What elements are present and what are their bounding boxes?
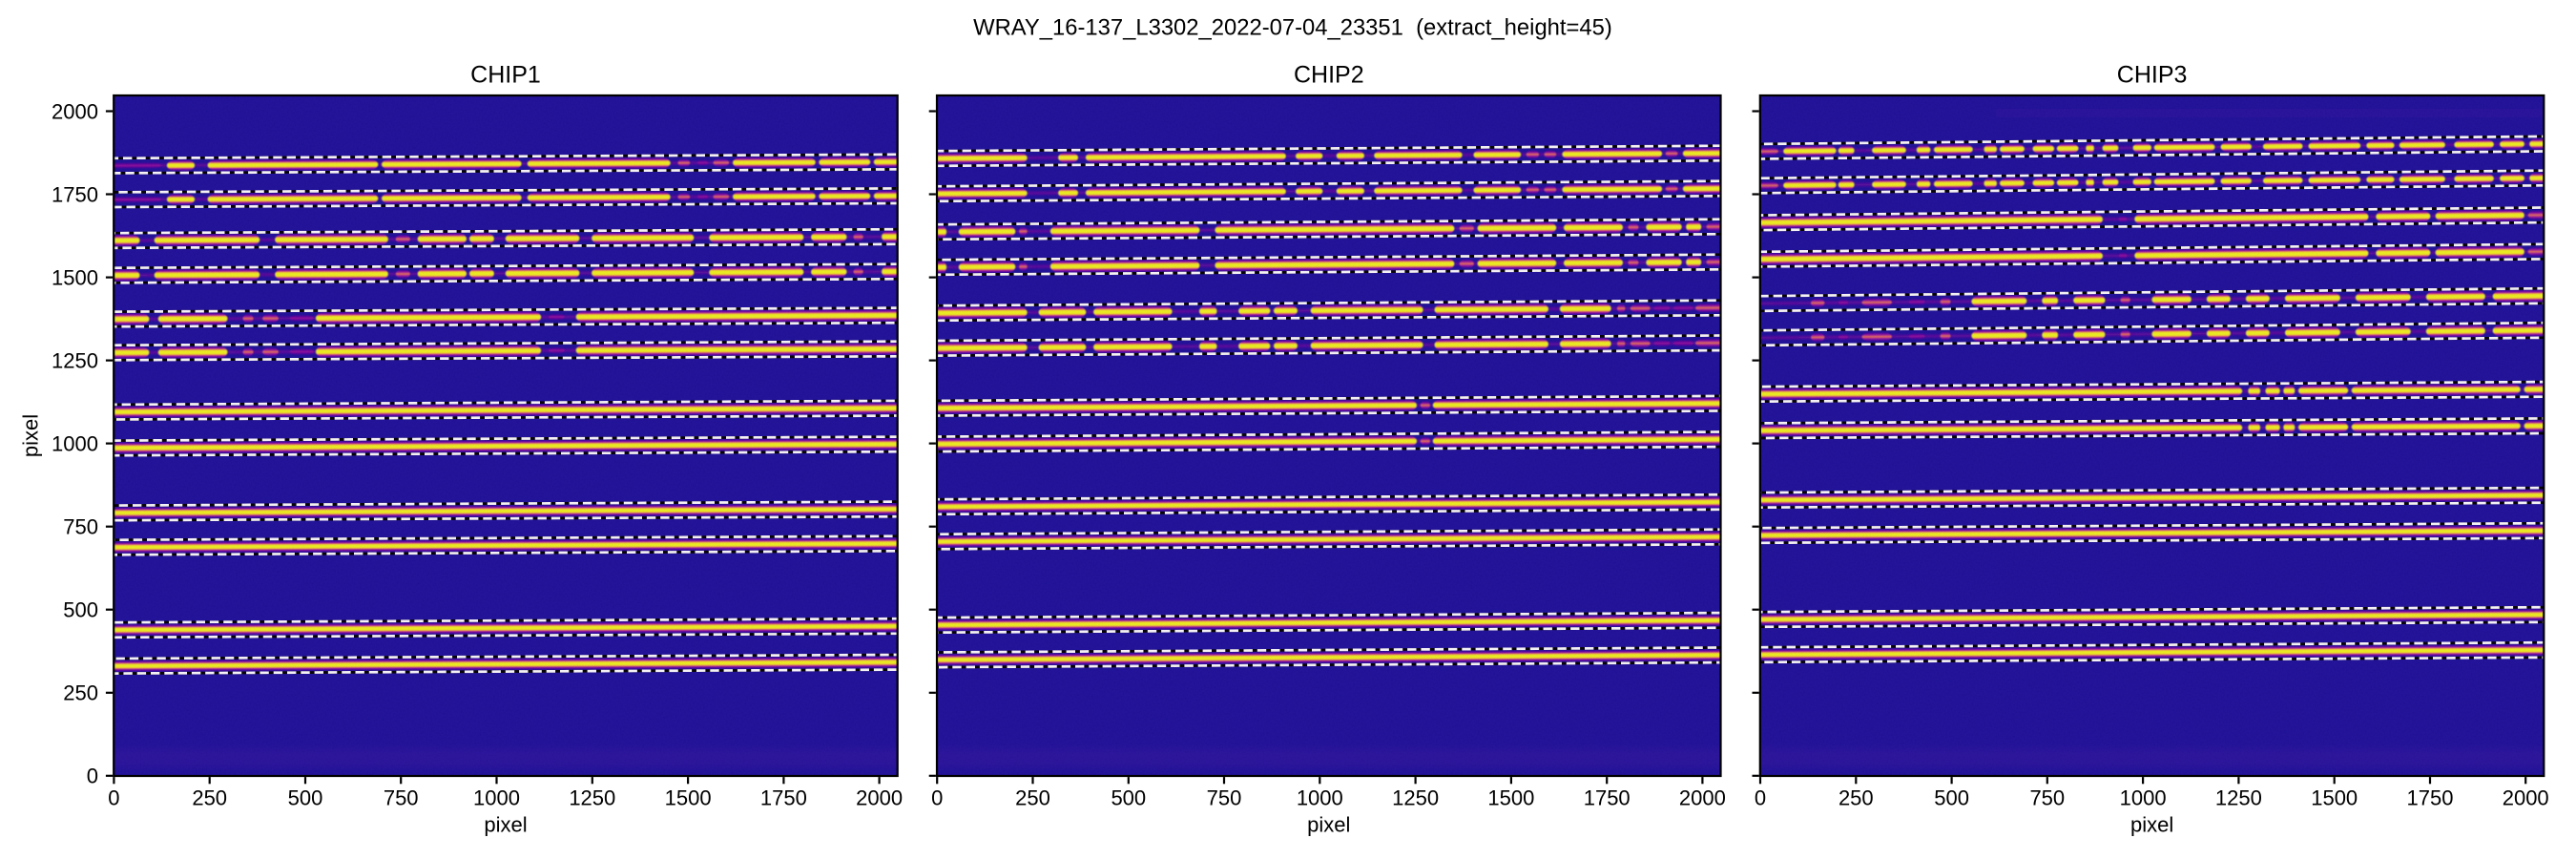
svg-text:1250: 1250 [1392,786,1439,810]
svg-text:250: 250 [63,681,98,705]
svg-text:2000: 2000 [1679,786,1726,810]
svg-text:pixel: pixel [1307,813,1350,837]
svg-text:1500: 1500 [2311,786,2358,810]
svg-text:1750: 1750 [2407,786,2454,810]
svg-text:1500: 1500 [665,786,712,810]
svg-text:0: 0 [108,786,119,810]
svg-text:CHIP1: CHIP1 [470,62,541,89]
svg-text:0: 0 [1755,786,1766,810]
svg-text:1250: 1250 [2215,786,2262,810]
svg-text:CHIP2: CHIP2 [1294,62,1364,89]
svg-text:1750: 1750 [760,786,807,810]
svg-text:250: 250 [1839,786,1874,810]
svg-text:1000: 1000 [52,431,98,455]
svg-text:pixel: pixel [19,414,43,457]
svg-text:WRAY_16-137_L3302_2022-07-04_2: WRAY_16-137_L3302_2022-07-04_23351 (extr… [973,15,1612,41]
svg-text:250: 250 [192,786,227,810]
svg-text:pixel: pixel [2130,813,2173,837]
svg-text:1500: 1500 [1487,786,1534,810]
svg-text:1750: 1750 [52,182,98,206]
svg-text:500: 500 [288,786,323,810]
svg-text:1000: 1000 [2120,786,2167,810]
svg-text:500: 500 [1111,786,1146,810]
svg-text:pixel: pixel [484,813,527,837]
svg-text:2000: 2000 [52,99,98,123]
svg-text:1000: 1000 [473,786,520,810]
svg-text:1500: 1500 [52,265,98,289]
svg-text:750: 750 [384,786,419,810]
svg-text:CHIP3: CHIP3 [2117,62,2188,89]
svg-text:1250: 1250 [569,786,615,810]
svg-text:750: 750 [63,515,98,539]
svg-text:2000: 2000 [856,786,903,810]
svg-text:750: 750 [1207,786,1242,810]
svg-text:0: 0 [931,786,943,810]
svg-text:500: 500 [63,598,98,622]
svg-text:250: 250 [1015,786,1050,810]
svg-text:1000: 1000 [1297,786,1343,810]
svg-text:500: 500 [1934,786,1969,810]
svg-text:1750: 1750 [1584,786,1631,810]
svg-text:1250: 1250 [52,348,98,372]
svg-text:750: 750 [2029,786,2065,810]
svg-text:0: 0 [87,765,98,788]
svg-text:2000: 2000 [2503,786,2549,810]
